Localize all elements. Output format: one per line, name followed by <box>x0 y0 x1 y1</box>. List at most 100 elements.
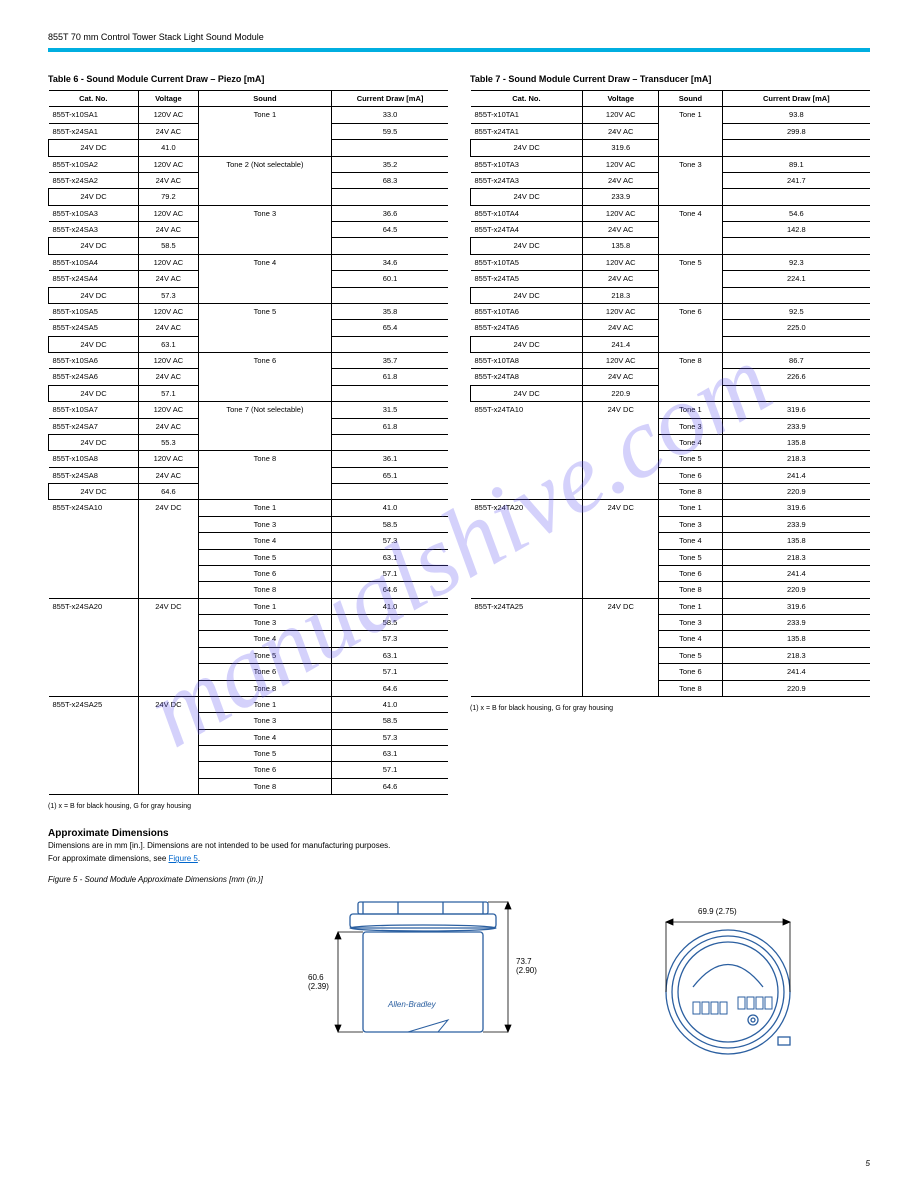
table-cell: 24V DC <box>138 500 198 598</box>
table-cell: 241.4 <box>583 336 659 352</box>
table-cell: 34.6 <box>332 254 448 270</box>
table-cell: Tone 6 <box>198 353 331 402</box>
table-cell: 135.8 <box>722 631 870 647</box>
right-column: Table 7 - Sound Module Current Draw – Tr… <box>470 74 870 892</box>
table-cell: Tone 1 <box>659 598 723 614</box>
table-cell: 24V DC <box>471 287 583 303</box>
table6-title: Table 6 - Sound Module Current Draw – Pi… <box>48 74 448 84</box>
table-cell: 24V AC <box>138 467 198 483</box>
table-cell: 855T-x24TA8 <box>471 369 583 385</box>
table-cell: 63.1 <box>332 549 448 565</box>
table-cell: 855T-x10SA5 <box>49 303 139 319</box>
table-cell: Tone 4 <box>659 631 723 647</box>
table-cell: 24V AC <box>583 123 659 139</box>
table-cell: 855T-x10SA8 <box>49 451 139 467</box>
table-cell: Tone 3 <box>198 205 331 254</box>
table-cell: 855T-x10TA8 <box>471 353 583 369</box>
table-cell: Tone 5 <box>659 254 723 303</box>
table-cell: 64.5 <box>332 222 448 238</box>
table-cell: 24V AC <box>583 320 659 336</box>
table-cell: 120V AC <box>138 451 198 467</box>
table-cell: 120V AC <box>583 254 659 270</box>
table-cell: 855T-x10TA5 <box>471 254 583 270</box>
table-cell: Tone 6 <box>659 565 723 581</box>
table-cell: 63.1 <box>332 746 448 762</box>
table-cell: 24V DC <box>49 238 139 254</box>
table-cell: 220.9 <box>722 582 870 598</box>
figure-link[interactable]: Figure 5 <box>169 854 198 863</box>
brand-label: Allen-Bradley <box>387 1000 437 1009</box>
table-cell: 24V DC <box>49 336 139 352</box>
table-cell: 24V DC <box>471 336 583 352</box>
table-cell: 855T-x24TA3 <box>471 172 583 188</box>
table-cell: 855T-x24TA6 <box>471 320 583 336</box>
table-cell: 61.8 <box>332 369 448 385</box>
table-cell: 135.8 <box>583 238 659 254</box>
table6: Cat. No. Voltage Sound Current Draw [mA]… <box>48 90 448 795</box>
table-cell: 855T-x24TA5 <box>471 271 583 287</box>
table-cell: Tone 5 <box>198 549 331 565</box>
table-cell: 89.1 <box>722 156 870 172</box>
table-cell: 24V AC <box>583 222 659 238</box>
table-cell: 855T-x24SA2 <box>49 172 139 188</box>
table-cell: Tone 1 <box>198 107 331 156</box>
table-cell: 24V AC <box>138 222 198 238</box>
dim-h1: 60.6(2.39) <box>308 973 329 991</box>
page-number: 5 <box>866 1159 870 1168</box>
table7: Cat. No. Voltage Sound Current Draw [mA]… <box>470 90 870 697</box>
table-cell: 120V AC <box>138 254 198 270</box>
table-cell: 319.6 <box>722 598 870 614</box>
table-cell: 24V DC <box>471 385 583 401</box>
table6-col-3: Current Draw [mA] <box>332 91 448 107</box>
table-cell: Tone 7 (Not selectable) <box>198 402 331 451</box>
table-cell: 233.9 <box>722 615 870 631</box>
table-cell: 24V DC <box>471 238 583 254</box>
table-cell: 24V AC <box>583 369 659 385</box>
table-cell: 120V AC <box>583 353 659 369</box>
table-cell: 57.1 <box>332 762 448 778</box>
table7-col-1: Voltage <box>583 91 659 107</box>
table-cell: 61.8 <box>332 418 448 434</box>
table-cell: Tone 1 <box>198 500 331 516</box>
table-cell: Tone 8 <box>198 582 331 598</box>
dim-d: 69.9 (2.75) <box>698 907 737 916</box>
table-cell: 142.8 <box>722 222 870 238</box>
table-cell: 24V AC <box>138 172 198 188</box>
table-cell: 120V AC <box>583 107 659 123</box>
table-cell: 24V AC <box>138 418 198 434</box>
table-cell: 233.9 <box>722 418 870 434</box>
table-cell: 35.8 <box>332 303 448 319</box>
table-cell: 855T-x24SA7 <box>49 418 139 434</box>
table-cell: 36.1 <box>332 451 448 467</box>
table-cell: 855T-x24SA20 <box>49 598 139 696</box>
table-cell: 855T-x24SA8 <box>49 467 139 483</box>
table7-col-0: Cat. No. <box>471 91 583 107</box>
table-cell: 24V DC <box>49 484 139 500</box>
table-cell: 224.1 <box>722 271 870 287</box>
table-cell: 120V AC <box>138 156 198 172</box>
table-cell: 855T-x24TA1 <box>471 123 583 139</box>
table-cell: 24V DC <box>49 287 139 303</box>
table-cell: 855T-x10SA3 <box>49 205 139 221</box>
table-cell: Tone 4 <box>659 205 723 254</box>
table-cell: Tone 3 <box>659 516 723 532</box>
table-cell: 120V AC <box>138 353 198 369</box>
table-cell: 241.4 <box>722 664 870 680</box>
table-cell: 220.9 <box>722 680 870 696</box>
table-cell: 63.1 <box>138 336 198 352</box>
table-cell: 63.1 <box>332 647 448 663</box>
table-cell: 855T-x10SA4 <box>49 254 139 270</box>
table-cell: 24V DC <box>471 140 583 156</box>
table-cell: 319.6 <box>583 140 659 156</box>
table-cell: Tone 3 <box>198 516 331 532</box>
table7-col-3: Current Draw [mA] <box>722 91 870 107</box>
table-cell: 855T-x24TA4 <box>471 222 583 238</box>
table-cell: 57.3 <box>332 631 448 647</box>
table-cell: 218.3 <box>722 549 870 565</box>
table-cell: Tone 1 <box>659 107 723 156</box>
table-cell: 31.5 <box>332 402 448 418</box>
table-cell: 24V DC <box>583 598 659 696</box>
table-cell: Tone 8 <box>659 680 723 696</box>
table-cell: Tone 4 <box>659 434 723 450</box>
table-cell: 57.1 <box>332 664 448 680</box>
